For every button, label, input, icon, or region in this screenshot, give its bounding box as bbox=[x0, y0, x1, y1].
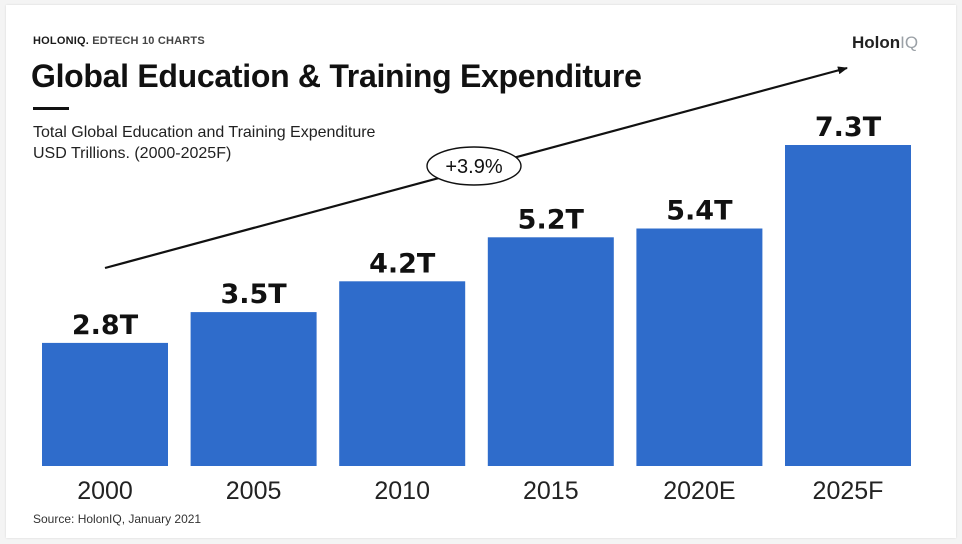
bar-2005 bbox=[190, 312, 317, 466]
data-labels-group: 2.8T 3.5T 4.2T 5.2T 5.4T 7.3T bbox=[72, 112, 882, 341]
x-tick-2025f: 2025F bbox=[813, 477, 884, 505]
bar-2025f bbox=[785, 145, 911, 466]
x-tick-2015: 2015 bbox=[523, 477, 579, 505]
data-label-2010: 4.2T bbox=[369, 248, 436, 279]
source-note: Source: HolonIQ, January 2021 bbox=[33, 512, 202, 526]
logo-suffix-text: IQ bbox=[900, 33, 919, 52]
data-label-2005: 3.5T bbox=[220, 279, 287, 310]
page-title: Global Education & Training Expenditure bbox=[31, 58, 642, 94]
x-tick-labels-group: 2000 2005 2010 2015 2020E 2025F bbox=[77, 477, 883, 505]
x-tick-2020e: 2020E bbox=[663, 477, 735, 505]
series-name: EDTECH 10 CHARTS bbox=[92, 35, 205, 47]
bars-group bbox=[42, 145, 911, 466]
subtitle-line-2: USD Trillions. (2000-2025F) bbox=[33, 145, 232, 162]
data-label-2020e: 5.4T bbox=[666, 196, 733, 227]
brand-name: HOLONIQ. bbox=[33, 35, 89, 47]
logo-main-text: Holon bbox=[852, 33, 901, 52]
bar-2015 bbox=[487, 237, 614, 466]
x-tick-2000: 2000 bbox=[77, 477, 133, 505]
bar-2000 bbox=[42, 342, 168, 466]
x-tick-2005: 2005 bbox=[226, 477, 282, 505]
brand-line: HOLONIQ. EDTECH 10 CHARTS bbox=[33, 35, 205, 47]
data-label-2015: 5.2T bbox=[518, 204, 585, 235]
data-label-2025f: 7.3T bbox=[815, 112, 882, 143]
title-underline bbox=[33, 107, 69, 110]
subtitle-line-1: Total Global Education and Training Expe… bbox=[33, 124, 376, 141]
chart-subtitle: Total Global Education and Training Expe… bbox=[33, 122, 375, 164]
growth-annotation-text: +3.9% bbox=[445, 156, 502, 178]
bar-2010 bbox=[339, 281, 466, 466]
growth-annotation-ellipse bbox=[426, 146, 522, 186]
data-label-2000: 2.8T bbox=[72, 310, 139, 341]
x-tick-2010: 2010 bbox=[374, 477, 430, 505]
holoniq-logo: HolonIQ bbox=[852, 33, 918, 53]
bar-2020e bbox=[636, 228, 763, 466]
